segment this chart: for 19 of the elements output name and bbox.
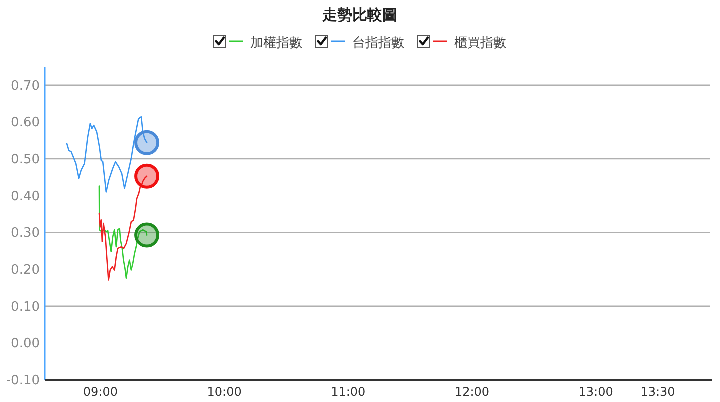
y-tick-label: 0.60	[11, 116, 40, 131]
y-tick-label: 0.20	[11, 263, 40, 278]
legend-label: 台指指數	[352, 36, 404, 51]
x-tick-label: 13:30	[640, 385, 676, 399]
y-tick-label: -0.10	[6, 374, 40, 388]
x-tick-label: 10:00	[207, 385, 242, 399]
y-tick-label: 0.40	[11, 189, 40, 204]
y-tick-label: 0.30	[11, 226, 40, 242]
x-tick-label: 09:00	[83, 385, 118, 399]
x-tick-label: 11:00	[331, 385, 366, 399]
y-tick-label: 0.50	[11, 152, 40, 168]
title: 走勢比較圖	[322, 6, 398, 24]
y-tick-label: 0.00	[11, 336, 40, 352]
legend-label: 加權指數	[250, 36, 302, 51]
y-tick-label: 0.70	[11, 78, 40, 94]
x-tick-label: 12:00	[454, 385, 490, 399]
y-tick-label: 0.10	[11, 300, 40, 315]
x-tick-label: 13:00	[578, 385, 614, 399]
legend-label: 櫃買指數	[454, 36, 506, 51]
